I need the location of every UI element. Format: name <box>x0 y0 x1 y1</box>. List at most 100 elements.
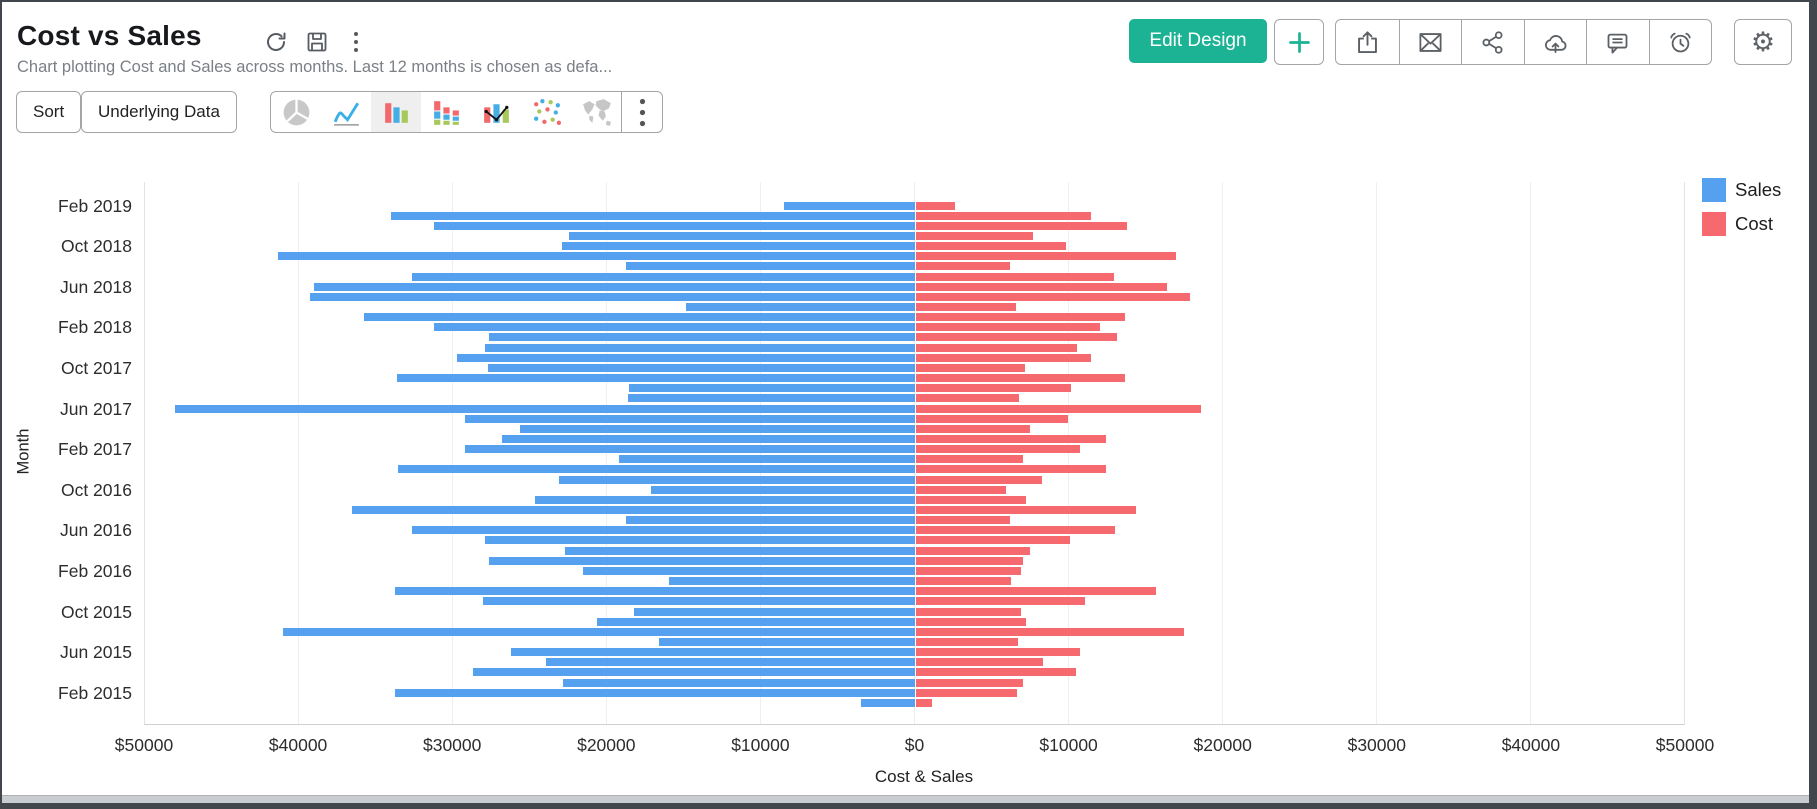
bar-sales[interactable] <box>619 455 915 464</box>
share-button[interactable] <box>1461 20 1524 64</box>
chart-type-stacked-bar-icon[interactable] <box>421 92 471 132</box>
bar-sales[interactable] <box>433 221 915 230</box>
bar-cost[interactable] <box>915 485 1007 494</box>
bar-sales[interactable] <box>473 668 915 677</box>
bar-sales[interactable] <box>174 404 915 413</box>
chart-type-pie-icon[interactable] <box>271 92 321 132</box>
bar-cost[interactable] <box>915 404 1201 413</box>
bar-cost[interactable] <box>915 556 1024 565</box>
alerts-button[interactable] <box>1648 20 1712 64</box>
edit-design-button[interactable]: Edit Design <box>1129 19 1267 63</box>
bar-cost[interactable] <box>915 526 1116 535</box>
export-button[interactable] <box>1336 20 1399 64</box>
bar-cost[interactable] <box>915 577 1012 586</box>
bar-sales[interactable] <box>412 272 915 281</box>
bar-sales[interactable] <box>627 394 915 403</box>
bar-sales[interactable] <box>634 607 915 616</box>
bar-cost[interactable] <box>915 627 1184 636</box>
bar-cost[interactable] <box>915 363 1025 372</box>
bar-cost[interactable] <box>915 242 1066 251</box>
bar-sales[interactable] <box>629 384 915 393</box>
bar-sales[interactable] <box>484 343 915 352</box>
bar-cost[interactable] <box>915 536 1071 545</box>
bar-sales[interactable] <box>561 242 915 251</box>
bar-cost[interactable] <box>915 587 1156 596</box>
bar-sales[interactable] <box>396 374 915 383</box>
refresh-icon[interactable] <box>264 28 292 56</box>
bar-cost[interactable] <box>915 475 1042 484</box>
bar-sales[interactable] <box>364 313 915 322</box>
bar-cost[interactable] <box>915 566 1022 575</box>
bar-cost[interactable] <box>915 333 1118 342</box>
bar-cost[interactable] <box>915 374 1126 383</box>
bar-sales[interactable] <box>464 445 915 454</box>
bar-sales[interactable] <box>668 577 915 586</box>
legend-item-sales[interactable]: Sales <box>1702 178 1781 202</box>
bar-sales[interactable] <box>313 282 915 291</box>
chart-type-line-icon[interactable] <box>321 92 371 132</box>
bar-sales[interactable] <box>456 353 915 362</box>
bar-sales[interactable] <box>651 485 915 494</box>
bar-cost[interactable] <box>915 658 1043 667</box>
bar-sales[interactable] <box>546 658 915 667</box>
bar-cost[interactable] <box>915 688 1018 697</box>
bar-cost[interactable] <box>915 516 1010 525</box>
bar-sales[interactable] <box>433 323 915 332</box>
bar-cost[interactable] <box>915 617 1027 626</box>
bar-cost[interactable] <box>915 303 1016 311</box>
bar-cost[interactable] <box>915 252 1176 261</box>
bar-sales[interactable] <box>520 424 915 433</box>
bar-sales[interactable] <box>487 363 915 372</box>
bar-sales[interactable] <box>659 637 915 646</box>
bar-sales[interactable] <box>395 587 915 596</box>
more-chart-types-icon[interactable] <box>622 92 662 132</box>
email-button[interactable] <box>1398 20 1462 64</box>
bar-cost[interactable] <box>915 455 1024 464</box>
more-options-icon[interactable] <box>344 28 358 56</box>
bar-sales[interactable] <box>558 475 915 484</box>
bar-sales[interactable] <box>489 556 915 565</box>
bar-cost[interactable] <box>915 698 932 707</box>
publish-button[interactable] <box>1523 20 1587 64</box>
bar-cost[interactable] <box>915 201 955 210</box>
bar-sales[interactable] <box>597 617 915 626</box>
chart-type-scatter-icon[interactable] <box>521 92 571 132</box>
bar-sales[interactable] <box>564 546 915 555</box>
bar-cost[interactable] <box>915 231 1034 240</box>
chart-type-combo-icon[interactable] <box>471 92 521 132</box>
bar-cost[interactable] <box>915 221 1127 230</box>
bar-cost[interactable] <box>915 282 1167 291</box>
bar-cost[interactable] <box>915 343 1078 352</box>
bar-sales[interactable] <box>583 566 915 575</box>
bar-cost[interactable] <box>915 323 1101 332</box>
bar-cost[interactable] <box>915 424 1031 433</box>
bar-cost[interactable] <box>915 211 1092 220</box>
bar-cost[interactable] <box>915 465 1106 474</box>
settings-button[interactable]: ⚙ <box>1734 19 1792 65</box>
bar-sales[interactable] <box>489 333 915 342</box>
bar-sales[interactable] <box>398 465 915 474</box>
bar-sales[interactable] <box>535 495 915 504</box>
bar-sales[interactable] <box>483 597 915 606</box>
sort-button[interactable]: Sort <box>16 91 82 133</box>
bar-sales[interactable] <box>626 262 915 271</box>
bar-cost[interactable] <box>915 648 1080 657</box>
legend-item-cost[interactable]: Cost <box>1702 212 1781 236</box>
underlying-data-button[interactable]: Underlying Data <box>81 91 237 133</box>
bar-cost[interactable] <box>915 607 1022 616</box>
bar-cost[interactable] <box>915 384 1072 393</box>
bar-sales[interactable] <box>412 526 915 535</box>
chart-type-bar-icon[interactable] <box>371 92 421 132</box>
bar-sales[interactable] <box>686 303 915 311</box>
bar-sales[interactable] <box>464 414 915 423</box>
bar-cost[interactable] <box>915 313 1126 322</box>
add-button[interactable] <box>1274 19 1324 65</box>
bar-sales[interactable] <box>563 678 915 687</box>
bar-sales[interactable] <box>501 434 915 443</box>
bar-cost[interactable] <box>915 262 1010 271</box>
bar-cost[interactable] <box>915 668 1076 677</box>
save-icon[interactable] <box>305 28 333 56</box>
bar-cost[interactable] <box>915 414 1069 423</box>
bar-cost[interactable] <box>915 506 1136 514</box>
bar-sales[interactable] <box>395 688 915 697</box>
